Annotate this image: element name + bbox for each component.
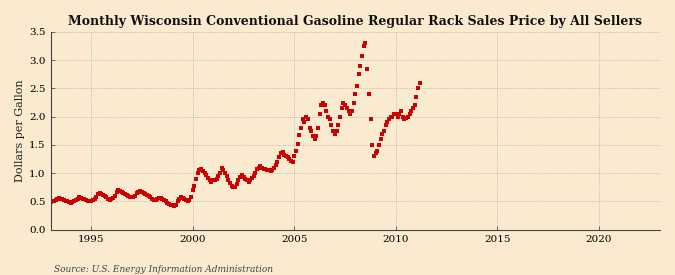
Y-axis label: Dollars per Gallon: Dollars per Gallon — [15, 79, 25, 182]
Text: Source: U.S. Energy Information Administration: Source: U.S. Energy Information Administ… — [54, 265, 273, 274]
Title: Monthly Wisconsin Conventional Gasoline Regular Rack Sales Price by All Sellers: Monthly Wisconsin Conventional Gasoline … — [68, 15, 643, 28]
